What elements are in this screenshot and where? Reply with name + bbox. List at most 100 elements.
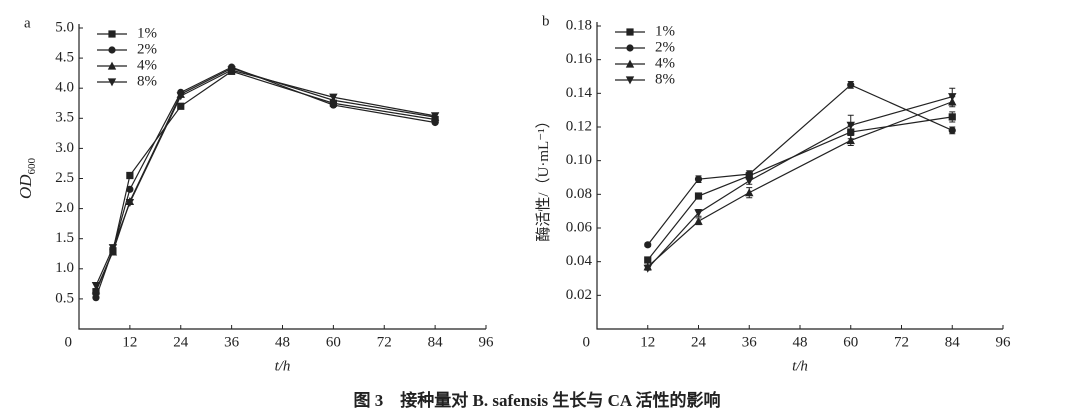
- x-tick-label: 36: [742, 334, 758, 350]
- data-point: [125, 198, 135, 207]
- legend-label: 2%: [655, 39, 675, 55]
- y-tick-label: 0.08: [566, 186, 592, 202]
- y-axis-label: 酶活性/（U·mL⁻¹）: [535, 113, 552, 241]
- data-point: [745, 177, 754, 186]
- data-point: [644, 241, 652, 249]
- series-line: [95, 66, 436, 298]
- legend-marker: [108, 46, 116, 54]
- legend-label: 4%: [137, 57, 157, 73]
- x-tick-label: 0: [65, 334, 73, 350]
- series-line: [647, 96, 953, 269]
- data-point: [745, 170, 753, 178]
- x-tick-label: 48: [793, 334, 808, 350]
- x-tick-label: 84: [428, 334, 444, 350]
- data-point: [329, 93, 338, 102]
- y-tick-label: 2.5: [55, 170, 74, 186]
- y-axis-label-main: 酶活性/（U·mL⁻¹）: [535, 113, 552, 241]
- data-point: [846, 136, 855, 145]
- y-tick-label: 0.02: [566, 287, 592, 303]
- y-tick-label: 1.0: [55, 260, 74, 276]
- y-tick-label: 3.5: [55, 110, 74, 126]
- x-tick-label: 60: [326, 334, 341, 350]
- data-point: [430, 112, 440, 121]
- data-point: [227, 66, 236, 75]
- series-line: [95, 70, 436, 292]
- data-point: [694, 216, 703, 225]
- data-point: [431, 118, 439, 127]
- y-tick-label: 3.0: [55, 140, 74, 156]
- data-point: [694, 175, 703, 183]
- data-point: [694, 209, 703, 218]
- x-tick-label: 12: [122, 334, 137, 350]
- y-tick-label: 0.04: [566, 253, 593, 269]
- y-tick-label: 0.18: [566, 17, 592, 33]
- legend-marker: [626, 44, 634, 52]
- y-tick-label: 0.12: [566, 118, 592, 134]
- y-tick-label: 2.0: [55, 200, 74, 216]
- data-point: [846, 121, 855, 130]
- x-axis-label: t/h: [275, 358, 291, 374]
- x-tick-label: 72: [377, 334, 392, 350]
- y-axis-label: OD600: [16, 157, 38, 199]
- data-point: [948, 93, 957, 102]
- y-tick-label: 0.14: [566, 85, 593, 101]
- y-tick-label: 0.06: [566, 219, 593, 235]
- x-tick-label: 48: [275, 334, 290, 350]
- y-tick-label: 0.10: [566, 152, 592, 168]
- data-point: [694, 192, 703, 200]
- series-line: [647, 101, 953, 268]
- data-point: [91, 282, 101, 291]
- data-point: [847, 81, 855, 89]
- data-point: [177, 102, 185, 110]
- x-tick-label: 96: [996, 334, 1012, 350]
- data-point: [126, 171, 134, 180]
- y-tick-label: 4.5: [55, 50, 74, 66]
- legend-marker: [108, 30, 116, 38]
- y-axis-label-subscript: 600: [26, 157, 38, 174]
- data-point: [948, 126, 956, 134]
- y-tick-label: 0.5: [55, 290, 74, 306]
- data-point: [176, 92, 185, 101]
- y-tick-label: 5.0: [55, 19, 74, 35]
- x-tick-label: 96: [479, 334, 495, 350]
- legend-label: 8%: [137, 73, 157, 89]
- data-point: [644, 256, 652, 264]
- legend-marker: [625, 59, 635, 68]
- legend-marker: [107, 61, 117, 70]
- legend-label: 1%: [655, 23, 675, 39]
- legend-marker: [626, 28, 634, 36]
- x-tick-label: 72: [894, 334, 909, 350]
- x-tick-label: 12: [640, 334, 655, 350]
- y-tick-label: 4.0: [55, 80, 74, 96]
- legend-marker: [107, 78, 117, 87]
- panel-label: b: [542, 13, 550, 29]
- x-tick-label: 24: [173, 334, 189, 350]
- data-point: [948, 113, 956, 121]
- legend-label: 8%: [655, 71, 675, 87]
- x-tick-label: 0: [583, 334, 591, 350]
- y-axis-label-main: OD: [16, 174, 35, 199]
- legend-label: 2%: [137, 41, 157, 57]
- data-point: [745, 188, 754, 197]
- panel-label: a: [24, 15, 31, 31]
- x-tick-label: 84: [945, 334, 961, 350]
- x-axis-label: t/h: [792, 358, 808, 374]
- series-line: [95, 67, 436, 291]
- x-tick-label: 60: [843, 334, 858, 350]
- legend-marker: [625, 76, 635, 85]
- legend-label: 4%: [655, 55, 675, 71]
- x-tick-label: 36: [224, 334, 240, 350]
- figure-caption: 图 3 接种量对 B. safensis 生长与 CA 活性的影响: [354, 390, 721, 410]
- series-line: [95, 69, 436, 286]
- data-point: [126, 185, 134, 193]
- legend-label: 1%: [137, 25, 157, 41]
- series-line: [647, 116, 953, 261]
- data-point: [643, 264, 652, 273]
- series-line: [647, 84, 953, 246]
- x-tick-label: 24: [691, 334, 707, 350]
- y-tick-label: 0.16: [566, 51, 593, 67]
- data-point: [108, 244, 118, 253]
- data-point: [92, 294, 100, 302]
